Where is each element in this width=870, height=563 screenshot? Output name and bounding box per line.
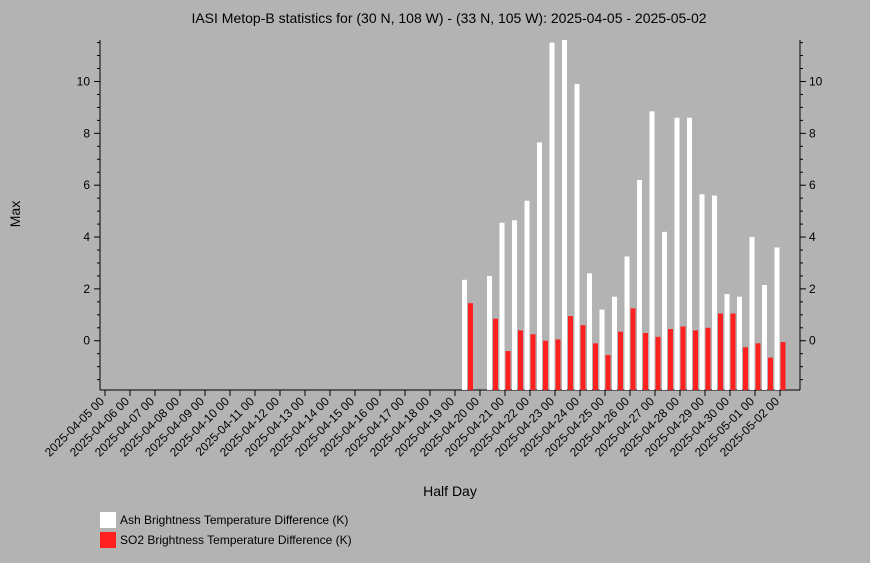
bar-ash [737,296,742,390]
bar-so2 [768,357,773,390]
bar-ash [699,194,705,390]
bar-so2 [668,329,673,390]
bar-ash [587,273,592,390]
y-tick-label-left: 8 [83,126,90,140]
bar-ash [462,279,467,390]
bar-ash [687,117,692,391]
y-tick-label-right: 4 [809,230,816,244]
bar-so2 [630,308,636,390]
bar-so2 [755,343,761,390]
y-tick-label-right: 2 [809,282,816,296]
y-tick-label-right: 10 [809,74,823,88]
bar-so2 [593,343,598,390]
bar-ash [599,309,605,390]
bar-ash [499,222,505,390]
bar-ash [712,195,717,390]
legend-label-so2: SO2 Brightness Temperature Difference (K… [120,533,352,547]
y-tick-label-right: 6 [809,178,816,192]
bar-so2 [555,339,561,390]
bar-ash [612,296,617,390]
bar-so2 [655,336,661,390]
bar-ash [774,247,780,390]
bar-ash [674,117,680,391]
bar-so2 [743,347,748,390]
bar-so2 [680,326,686,390]
bar-so2 [468,303,473,390]
y-tick-label-right: 0 [809,334,816,348]
legend-swatch-ash [100,512,116,528]
bar-so2 [543,340,548,390]
bar-ash [537,142,542,390]
y-tick-label-right: 8 [809,126,816,140]
y-tick-label-left: 10 [77,74,91,88]
y-tick-label-left: 6 [83,178,90,192]
bar-ash [549,42,555,391]
bar-ash [512,220,517,390]
bar-so2 [568,316,573,390]
bar-so2 [505,351,511,390]
bar-ash [762,285,767,390]
bar-so2 [643,332,648,390]
bar-ash [624,256,630,390]
bar-ash [574,84,580,391]
bar-ash [562,40,567,390]
legend-swatch-so2 [100,532,116,548]
legend: Ash Brightness Temperature Difference (K… [100,512,352,548]
bar-ash [637,180,642,390]
y-tick-label-left: 0 [83,334,90,348]
y-tick-label-left: 4 [83,230,90,244]
bar-so2 [618,331,623,390]
bar-ash [649,111,655,390]
bar-ash [662,231,667,390]
bar-so2 [580,325,586,390]
y-tick-label-left: 2 [83,282,90,296]
y-axis-title: Max [7,201,23,227]
bar-ash [724,294,730,390]
bar-so2 [518,330,523,390]
bar-ash [524,200,530,390]
bar-so2 [730,313,736,390]
bar-so2 [693,330,698,390]
bar-so2 [605,355,611,390]
bar-so2 [530,334,536,390]
bar-so2 [493,318,498,390]
chart-title: IASI Metop-B statistics for (30 N, 108 W… [191,10,706,26]
x-axis-title: Half Day [423,483,477,499]
bar-so2 [705,327,711,390]
bar-ash [487,275,492,390]
bar-so2 [718,313,723,390]
bar-ash [749,237,755,390]
bar-so2 [780,342,786,390]
legend-label-ash: Ash Brightness Temperature Difference (K… [120,513,348,527]
